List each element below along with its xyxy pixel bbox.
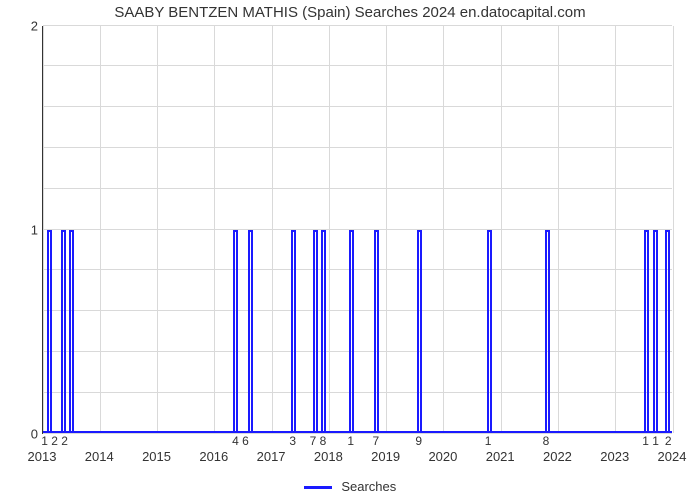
legend: Searches <box>0 479 700 494</box>
count-label: 2 <box>665 434 672 448</box>
spike <box>349 230 354 434</box>
x-tick-label: 2024 <box>658 449 687 464</box>
baseline <box>43 431 672 433</box>
plot-area <box>42 26 672 434</box>
y-tick-label: 1 <box>22 223 38 238</box>
spike <box>47 230 52 434</box>
count-label: 3 <box>289 434 296 448</box>
x-tick-label: 2015 <box>142 449 171 464</box>
y-tick-label: 0 <box>22 427 38 442</box>
spike <box>417 230 422 434</box>
chart-title: SAABY BENTZEN MATHIS (Spain) Searches 20… <box>0 4 700 21</box>
y-tick-label: 2 <box>22 19 38 34</box>
count-label: 9 <box>415 434 422 448</box>
x-tick-label: 2018 <box>314 449 343 464</box>
spike <box>487 230 492 434</box>
count-label: 1 2 2 <box>41 434 68 448</box>
x-tick-label: 2023 <box>600 449 629 464</box>
chart-container: SAABY BENTZEN MATHIS (Spain) Searches 20… <box>0 0 700 500</box>
spike <box>248 230 253 434</box>
spike <box>313 230 318 434</box>
legend-label: Searches <box>341 479 396 494</box>
spike <box>653 230 658 434</box>
count-label: 1 1 <box>642 434 659 448</box>
x-tick-label: 2019 <box>371 449 400 464</box>
spike <box>233 230 238 434</box>
spike <box>374 230 379 434</box>
count-label: 1 <box>485 434 492 448</box>
x-tick-label: 2022 <box>543 449 572 464</box>
gridlines <box>43 26 672 433</box>
x-tick-label: 2017 <box>257 449 286 464</box>
count-label: 7 8 <box>310 434 327 448</box>
legend-swatch <box>304 486 332 489</box>
spike <box>291 230 296 434</box>
spike <box>61 230 66 434</box>
spike <box>665 230 670 434</box>
x-tick-label: 2020 <box>428 449 457 464</box>
spike <box>644 230 649 434</box>
x-tick-label: 2016 <box>199 449 228 464</box>
count-label: 4 6 <box>232 434 249 448</box>
x-tick-label: 2021 <box>486 449 515 464</box>
spike <box>69 230 74 434</box>
count-label: 1 <box>347 434 354 448</box>
spike <box>321 230 326 434</box>
x-tick-label: 2013 <box>28 449 57 464</box>
count-label: 8 <box>543 434 550 448</box>
count-label: 7 <box>373 434 380 448</box>
x-tick-label: 2014 <box>85 449 114 464</box>
spike <box>545 230 550 434</box>
